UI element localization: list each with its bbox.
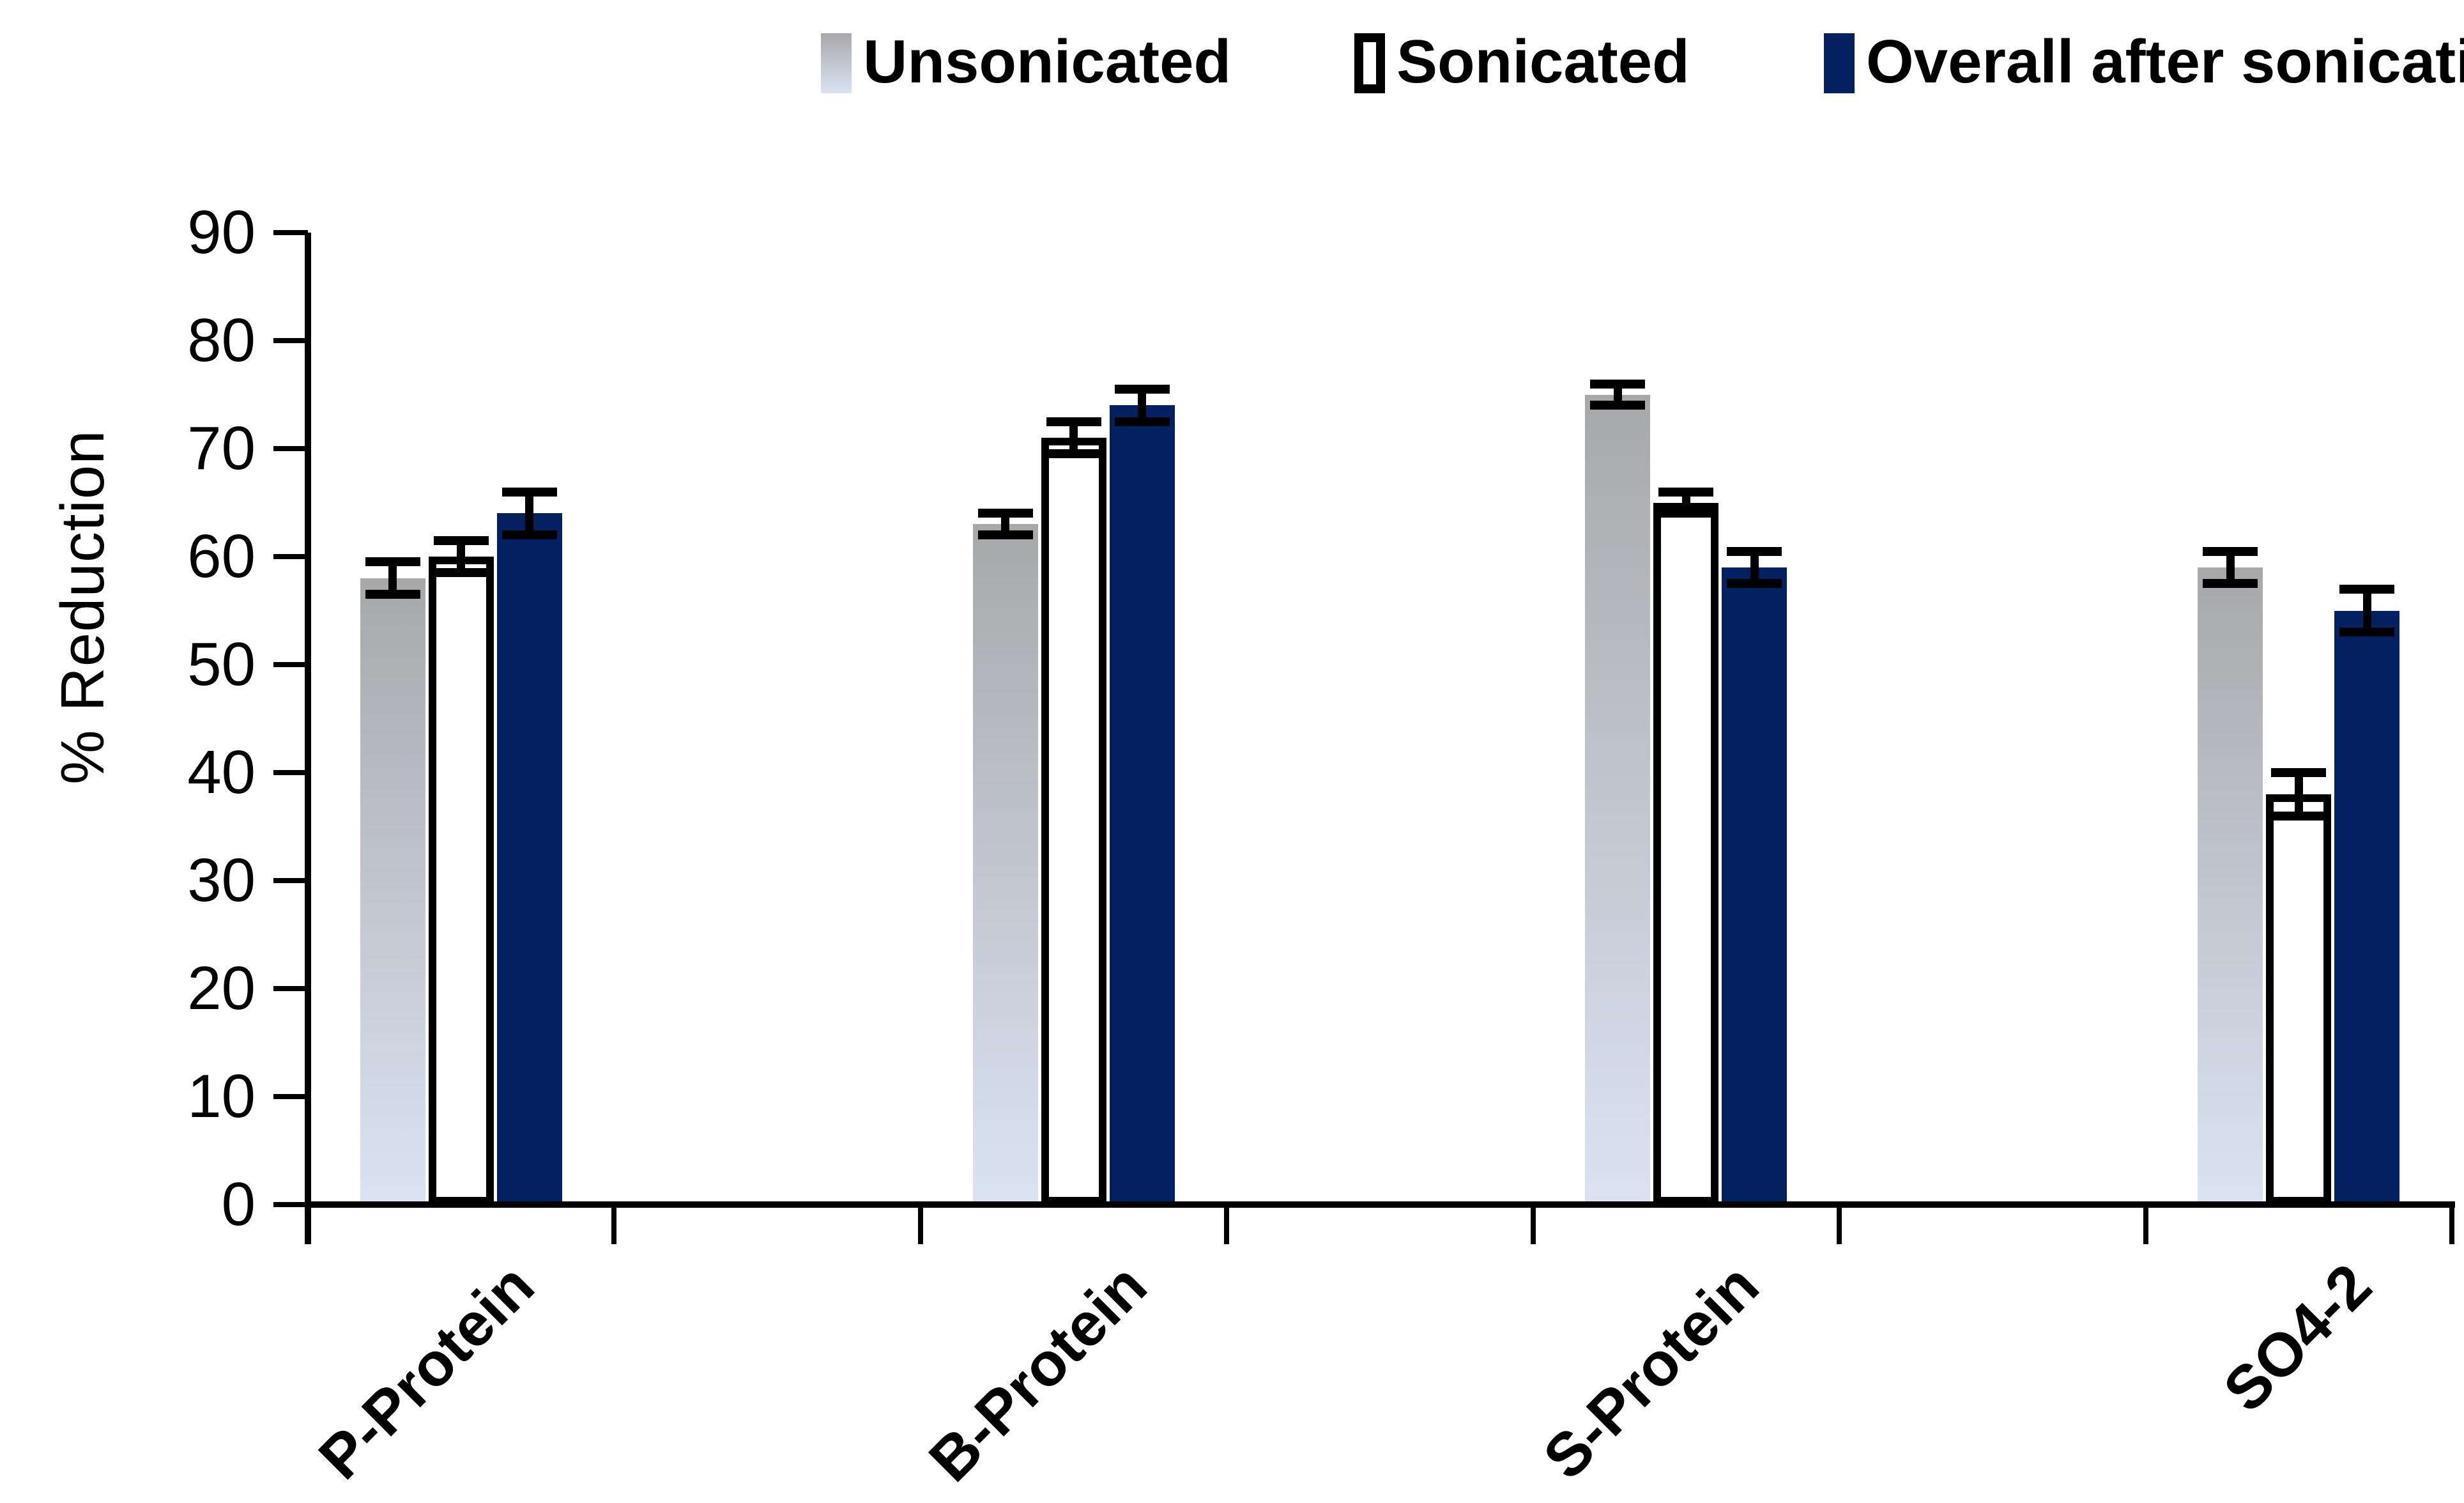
error-bar-cap: [1658, 487, 1714, 497]
error-bar-stem: [1750, 551, 1759, 584]
error-bar-cap: [2203, 546, 2258, 556]
bar-unsonicated: [360, 578, 425, 1205]
x-axis-tick: [2143, 1205, 2148, 1244]
y-axis-tick: [273, 770, 308, 775]
error-bar-stem: [1613, 383, 1622, 406]
error-bar-cap: [501, 530, 557, 540]
x-category-label: SO4-2: [2210, 1251, 2385, 1425]
error-bar-stem: [1069, 421, 1078, 454]
x-axis-tick: [1224, 1205, 1230, 1244]
legend-label: Unsonicated: [863, 27, 1232, 96]
x-axis-tick: [1530, 1205, 1536, 1244]
error-bar-stem: [525, 491, 534, 536]
error-bar-stem: [1001, 513, 1010, 536]
y-axis-title: % Reduction: [49, 429, 117, 785]
y-tick-label: 50: [187, 630, 256, 698]
error-bar-stem: [1681, 491, 1690, 514]
legend-label: Sonicated: [1397, 27, 1690, 96]
x-category-label: P-Protein: [305, 1251, 547, 1493]
y-axis-tick: [273, 986, 308, 991]
y-axis-tick: [273, 446, 308, 451]
bar-sonicated: [1041, 438, 1106, 1205]
error-bar-cap: [433, 536, 489, 545]
error-bar-cap: [2339, 584, 2395, 594]
legend-item-unsonicated: Unsonicated: [821, 24, 1231, 100]
error-bar-cap: [433, 568, 489, 578]
error-bar-cap: [977, 509, 1033, 518]
bar-unsonicated: [1585, 394, 1651, 1205]
bar-unsonicated: [972, 524, 1038, 1205]
error-bar-cap: [1658, 509, 1714, 518]
y-axis-tick: [273, 554, 308, 559]
error-bar-cap: [365, 557, 420, 567]
legend-swatch-outline-icon: [1354, 33, 1385, 93]
x-category-label: S-Protein: [1531, 1251, 1772, 1493]
error-bar-cap: [501, 487, 557, 497]
error-bar-stem: [2362, 589, 2371, 633]
y-tick-label: 30: [187, 846, 256, 914]
bar-overall-after-sonication: [1109, 405, 1175, 1205]
legend-swatch-solid-icon: [1824, 33, 1855, 93]
bar-overall-after-sonication: [2334, 610, 2400, 1205]
x-axis-line: [305, 1201, 2455, 1208]
y-axis-tick: [273, 1094, 308, 1099]
error-bar-cap: [1046, 417, 1101, 426]
y-axis-tick: [273, 662, 308, 667]
y-axis-tick: [273, 230, 308, 235]
y-axis-tick: [273, 338, 308, 343]
y-tick-label: 70: [187, 414, 256, 482]
error-bar-cap: [2271, 811, 2327, 821]
x-axis-tick: [2449, 1205, 2454, 1244]
error-bar-cap: [1727, 579, 1782, 589]
error-bar-stem: [457, 540, 466, 573]
error-bar-cap: [1114, 417, 1170, 426]
error-bar-cap: [365, 590, 420, 599]
y-tick-label: 40: [187, 738, 256, 806]
error-bar-cap: [1046, 449, 1101, 459]
x-axis-tick: [1837, 1205, 1842, 1244]
error-bar-cap: [1114, 385, 1170, 394]
error-bar-cap: [977, 530, 1033, 540]
y-axis-tick: [273, 1202, 308, 1207]
error-bar-cap: [1590, 401, 1646, 410]
x-axis-tick: [917, 1205, 923, 1244]
error-bar-stem: [2226, 551, 2235, 584]
legend-item-sonicated: Sonicated: [1354, 24, 1690, 100]
bar-sonicated: [1653, 502, 1719, 1205]
y-axis-tick: [273, 878, 308, 883]
error-bar-cap: [2271, 768, 2327, 777]
bar-overall-after-sonication: [496, 513, 562, 1205]
x-category-label: B-Protein: [915, 1251, 1159, 1495]
error-bar-stem: [2294, 773, 2303, 816]
y-axis-line: [305, 233, 311, 1244]
legend-swatch-gradient-icon: [821, 33, 852, 93]
y-tick-label: 20: [187, 954, 256, 1022]
error-bar-cap: [2203, 579, 2258, 589]
y-tick-label: 60: [187, 522, 256, 590]
legend-label: Overall after sonication: [1866, 27, 2464, 96]
bar-overall-after-sonication: [1722, 567, 1787, 1205]
bar-sonicated: [2266, 794, 2332, 1205]
error-bar-stem: [1138, 389, 1147, 422]
bar-sonicated: [428, 557, 494, 1205]
bar-unsonicated: [2198, 567, 2263, 1205]
y-tick-label: 80: [187, 306, 256, 374]
error-bar-cap: [1727, 546, 1782, 556]
y-tick-label: 90: [187, 198, 256, 266]
y-tick-label: 0: [221, 1170, 256, 1238]
error-bar-stem: [388, 562, 397, 595]
error-bar-cap: [1590, 379, 1646, 389]
y-tick-label: 10: [187, 1062, 256, 1130]
x-axis-tick: [305, 1205, 310, 1244]
error-bar-cap: [2339, 628, 2395, 637]
x-axis-tick: [611, 1205, 617, 1244]
legend-item-overall-after-sonication: Overall after sonication: [1824, 24, 2464, 100]
